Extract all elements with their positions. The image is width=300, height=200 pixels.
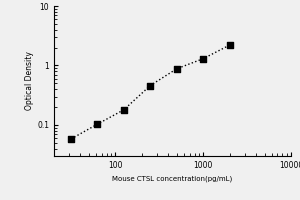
Point <box>95 123 100 126</box>
X-axis label: Mouse CTSL concentration(pg/mL): Mouse CTSL concentration(pg/mL) <box>112 175 232 182</box>
Point <box>69 137 74 141</box>
Y-axis label: Optical Density: Optical Density <box>26 52 34 110</box>
Point <box>174 67 179 70</box>
Point <box>201 57 206 60</box>
Point <box>227 43 232 47</box>
Point <box>122 108 126 111</box>
Point <box>148 84 153 87</box>
